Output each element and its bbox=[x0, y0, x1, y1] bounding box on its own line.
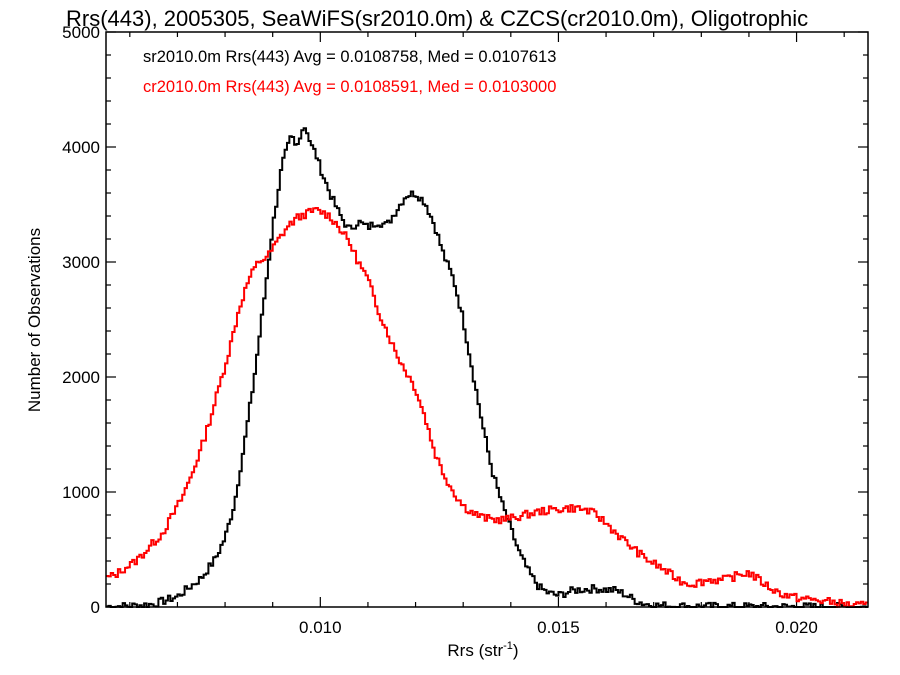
x-tick-label: 0.020 bbox=[775, 618, 818, 637]
x-axis-label-close: ) bbox=[513, 641, 519, 660]
x-tick-label: 0.010 bbox=[299, 618, 342, 637]
y-axis-label: Number of Observations bbox=[25, 228, 44, 412]
series-lines bbox=[106, 127, 868, 608]
y-tick-label: 1000 bbox=[62, 483, 100, 502]
x-axis-label: Rrs (str-1) bbox=[447, 640, 518, 660]
y-axis-ticks: 0 1000 2000 3000 4000 5000 bbox=[62, 23, 868, 617]
legend-entry-cr2010: cr2010.0m Rrs(443) Avg = 0.0108591, Med … bbox=[143, 78, 556, 96]
y-tick-label: 4000 bbox=[62, 138, 100, 157]
x-axis-ticks: 0.010 0.015 0.020 bbox=[129, 32, 845, 637]
y-tick-label: 0 bbox=[91, 598, 100, 617]
y-tick-label: 3000 bbox=[62, 253, 100, 272]
y-tick-label: 5000 bbox=[62, 23, 100, 42]
series-cr2010-line bbox=[106, 207, 868, 608]
chart-title: Rrs(443), 2005305, SeaWiFS(sr2010.0m) & … bbox=[66, 6, 808, 31]
x-axis-label-superscript: -1 bbox=[503, 640, 513, 652]
x-tick-label: 0.015 bbox=[537, 618, 580, 637]
series-sr2010-line bbox=[106, 127, 868, 608]
plot-frame bbox=[105, 31, 869, 608]
legend-entry-sr2010: sr2010.0m Rrs(443) Avg = 0.0108758, Med … bbox=[143, 48, 556, 66]
x-axis-label-text: Rrs (str bbox=[447, 641, 503, 660]
y-tick-label: 2000 bbox=[62, 368, 100, 387]
